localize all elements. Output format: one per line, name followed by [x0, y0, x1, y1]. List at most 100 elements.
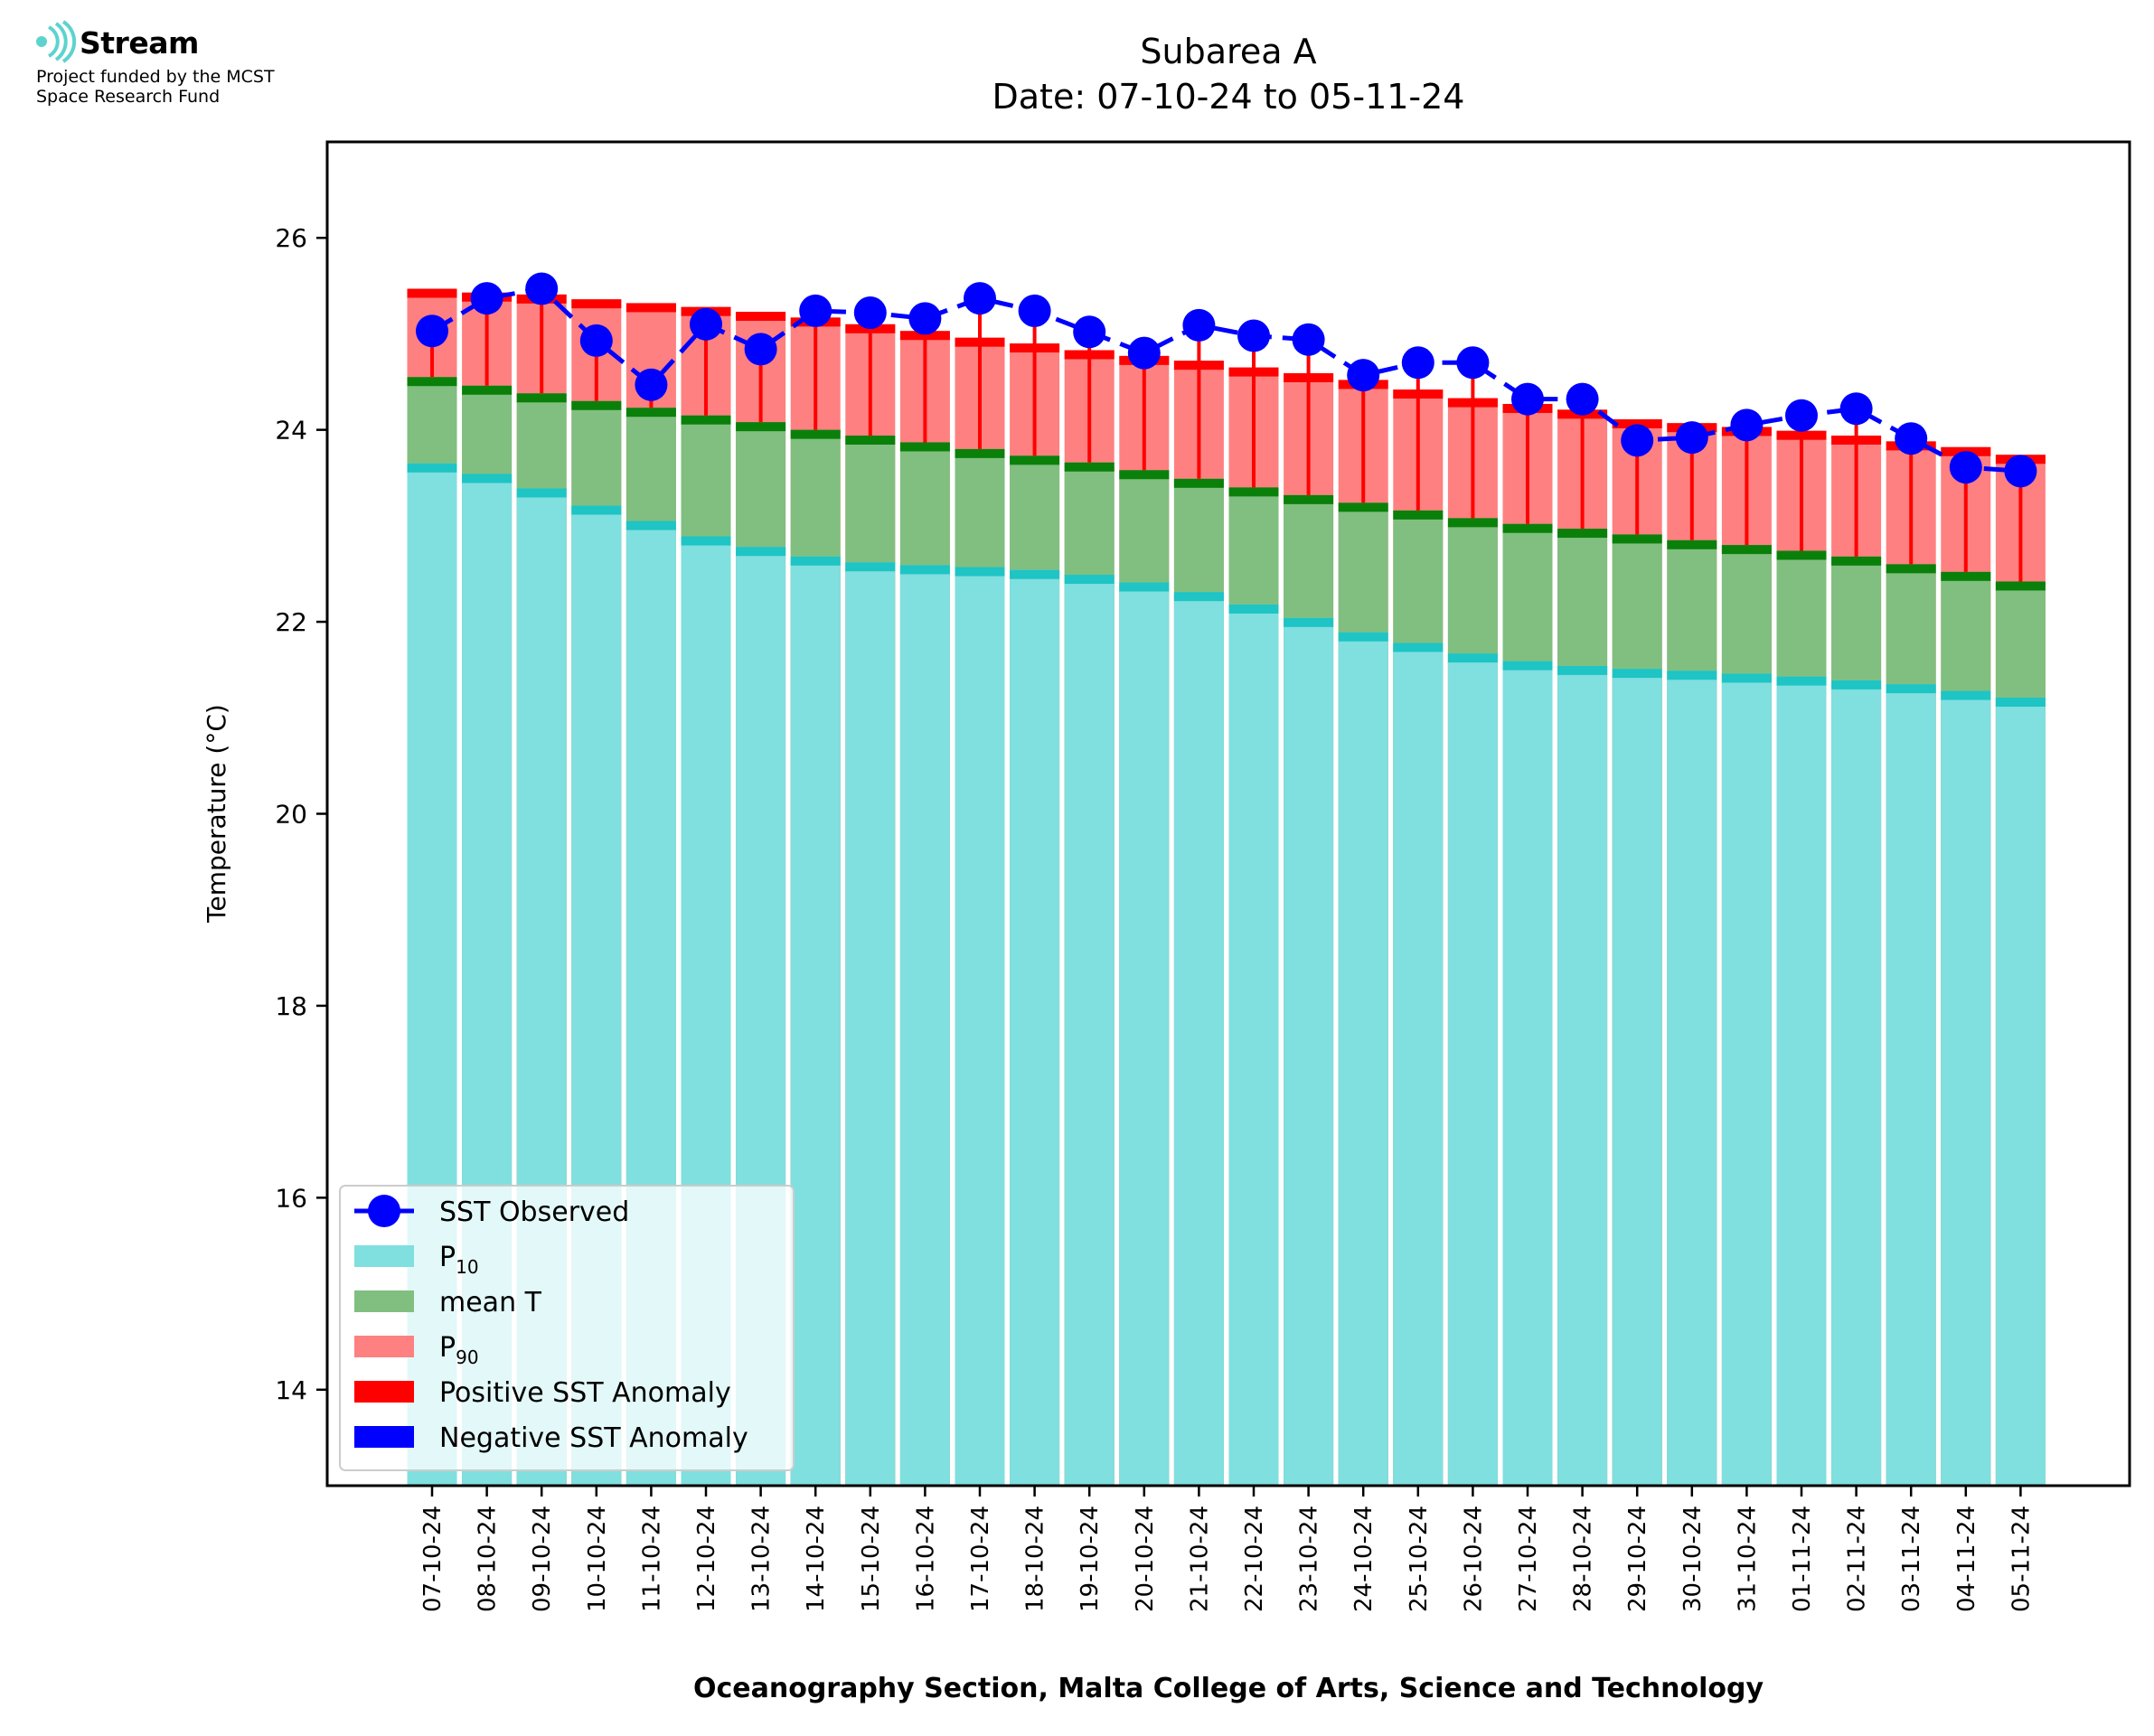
- x-tick-label-23-10-24: 23-10-24: [1296, 1506, 1323, 1612]
- legend-handle-p10: [354, 1245, 414, 1267]
- bar-p10-edge-27-10-24: [1502, 661, 1553, 671]
- legend-handle-mean-t: [354, 1290, 414, 1312]
- bar-mean-edge-31-10-24: [1721, 545, 1772, 555]
- x-tick-label-21-10-24: 21-10-24: [1186, 1506, 1213, 1612]
- bar-mean-edge-28-10-24: [1557, 529, 1608, 539]
- bar-p10-26-10-24: [1447, 653, 1498, 1486]
- stream-waves-icon: [36, 20, 77, 63]
- x-tick-label-04-11-24: 04-11-24: [1953, 1506, 1980, 1612]
- bar-mean-edge-30-10-24: [1667, 540, 1717, 549]
- legend-handle-positive-anomaly: [354, 1381, 414, 1403]
- sst-line-layer: [416, 272, 2037, 488]
- y-tick-label-16: 16: [275, 1183, 307, 1213]
- legend-label-p90: P90: [439, 1332, 479, 1368]
- x-tick-label-01-11-24: 01-11-24: [1789, 1506, 1816, 1612]
- x-tick-label-24-10-24: 24-10-24: [1350, 1506, 1378, 1612]
- anomaly-layer: [430, 288, 2023, 582]
- bar-p10-edge-29-10-24: [1612, 669, 1662, 679]
- bar-p10-edge-08-10-24: [462, 474, 513, 483]
- sst-observed-point-29-10-24: [1621, 424, 1654, 457]
- logo-subtitle-line-1: Project funded by the MCST: [36, 67, 275, 87]
- bar-p90-edge-07-10-24: [407, 288, 457, 298]
- sst-observed-point-05-11-24: [2004, 455, 2037, 488]
- legend-handle-negative-anomaly: [354, 1426, 414, 1448]
- bar-mean-edge-15-10-24: [845, 436, 896, 446]
- legend-label-positive-anomaly: Positive SST Anomaly: [439, 1377, 731, 1409]
- x-tick-label-09-10-24: 09-10-24: [529, 1506, 556, 1612]
- sst-observed-point-08-10-24: [470, 282, 503, 315]
- x-axis-label: Oceanography Section, Malta College of A…: [693, 1673, 1764, 1704]
- x-tick-label-08-10-24: 08-10-24: [475, 1506, 502, 1612]
- bar-p10-edge-13-10-24: [736, 547, 786, 557]
- x-tick-label-10-10-24: 10-10-24: [584, 1506, 611, 1612]
- x-tick-label-30-10-24: 30-10-24: [1679, 1506, 1707, 1612]
- bar-mean-edge-10-10-24: [571, 400, 622, 410]
- bar-p10-edge-01-11-24: [1776, 676, 1827, 686]
- bar-mean-edge-25-10-24: [1393, 510, 1444, 520]
- sst-observed-point-26-10-24: [1456, 346, 1490, 380]
- bar-mean-edge-12-10-24: [681, 415, 731, 425]
- legend-handle-p90: [354, 1336, 414, 1357]
- bar-p10-22-10-24: [1228, 604, 1279, 1486]
- sst-observed-point-04-11-24: [1949, 451, 1982, 484]
- x-tick-label-05-11-24: 05-11-24: [2008, 1506, 2035, 1612]
- bar-p10-28-10-24: [1557, 665, 1608, 1486]
- bar-p10-edge-25-10-24: [1393, 643, 1444, 652]
- bar-p10-01-11-24: [1776, 676, 1827, 1486]
- bar-mean-edge-11-10-24: [626, 408, 676, 418]
- chart-subtitle: Date: 07-10-24 to 05-11-24: [992, 77, 1465, 117]
- bar-p10-edge-09-10-24: [516, 488, 567, 498]
- y-tick-label-14: 14: [275, 1375, 307, 1405]
- sst-observed-point-11-10-24: [635, 368, 668, 401]
- bar-p10-edge-19-10-24: [1064, 575, 1115, 585]
- bar-mean-edge-09-10-24: [516, 393, 567, 403]
- x-tick-label-20-10-24: 20-10-24: [1132, 1506, 1159, 1612]
- legend-box: [339, 1185, 795, 1471]
- x-axis: 07-10-24 08-10-24 09-10-24 10-10-24 11-10-24…: [419, 1486, 2035, 1612]
- bar-mean-edge-05-11-24: [1995, 581, 2046, 591]
- x-tick-label-22-10-24: 22-10-24: [1241, 1506, 1268, 1612]
- y-tick-label-26: 26: [275, 223, 307, 253]
- x-tick-label-31-10-24: 31-10-24: [1734, 1506, 1761, 1612]
- x-tick-label-29-10-24: 29-10-24: [1624, 1506, 1651, 1612]
- x-tick-label-14-10-24: 14-10-24: [803, 1506, 830, 1612]
- x-tick-label-17-10-24: 17-10-24: [967, 1506, 994, 1612]
- bar-mean-edge-26-10-24: [1447, 518, 1498, 528]
- bar-p10-20-10-24: [1119, 582, 1170, 1486]
- bar-p10-edge-14-10-24: [790, 556, 841, 566]
- logo-name: Stream: [80, 25, 199, 61]
- y-tick-label-22: 22: [275, 607, 307, 637]
- bar-p10-edge-24-10-24: [1338, 632, 1388, 642]
- sst-observed-point-15-10-24: [853, 296, 887, 330]
- sst-observed-point-20-10-24: [1127, 336, 1161, 370]
- bar-p10-edge-15-10-24: [845, 562, 896, 572]
- bar-p10-edge-17-10-24: [955, 567, 1005, 577]
- bar-p10-17-10-24: [955, 567, 1005, 1486]
- bar-mean-edge-19-10-24: [1064, 462, 1115, 472]
- bar-p10-16-10-24: [899, 565, 950, 1486]
- legend-label-mean-t: mean T: [439, 1287, 542, 1318]
- x-tick-label-13-10-24: 13-10-24: [748, 1506, 776, 1612]
- sst-observed-point-12-10-24: [690, 307, 722, 341]
- bar-p10-edge-02-11-24: [1831, 680, 1882, 690]
- sst-observed-point-01-11-24: [1785, 399, 1818, 432]
- bar-p10-edge-05-11-24: [1995, 697, 2046, 707]
- sst-observed-point-17-10-24: [964, 282, 996, 315]
- bar-p10-edge-20-10-24: [1119, 582, 1170, 592]
- bar-p10-29-10-24: [1612, 669, 1662, 1486]
- x-tick-label-03-11-24: 03-11-24: [1898, 1506, 1925, 1612]
- x-tick-label-19-10-24: 19-10-24: [1077, 1506, 1104, 1612]
- sst-observed-point-18-10-24: [1018, 294, 1051, 327]
- bar-p90-edge-29-10-24: [1612, 418, 1662, 428]
- x-tick-label-25-10-24: 25-10-24: [1406, 1506, 1433, 1612]
- logo-subtitle: Project funded by the MCST Space Researc…: [36, 67, 275, 107]
- legend-marker-sst-observed: [368, 1195, 400, 1227]
- bar-p10-edge-28-10-24: [1557, 665, 1608, 675]
- bar-mean-edge-04-11-24: [1941, 571, 1991, 581]
- chart-title: Subarea A: [1140, 32, 1316, 71]
- x-tick-label-28-10-24: 28-10-24: [1570, 1506, 1597, 1612]
- x-tick-label-16-10-24: 16-10-24: [912, 1506, 939, 1612]
- bar-p10-edge-22-10-24: [1228, 604, 1279, 614]
- sst-observed-line: [430, 286, 2021, 474]
